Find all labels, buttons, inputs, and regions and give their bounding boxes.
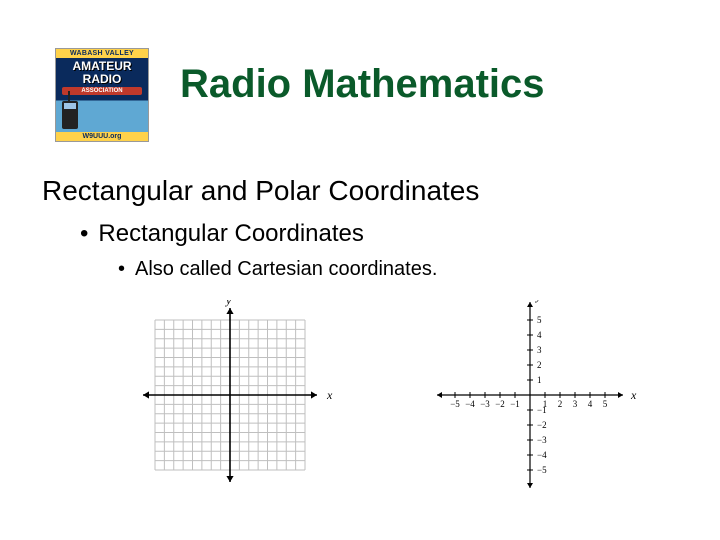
slide-title: Radio Mathematics: [180, 62, 545, 107]
grid-coordinate-plane: xy: [130, 300, 350, 490]
svg-text:1: 1: [537, 375, 542, 385]
radio-icon: [62, 101, 78, 129]
svg-text:−4: −4: [465, 399, 475, 409]
bullet-level-2: • Also called Cartesian coordinates.: [118, 258, 437, 281]
svg-text:−3: −3: [537, 435, 547, 445]
svg-text:−1: −1: [510, 399, 520, 409]
svg-text:3: 3: [537, 345, 542, 355]
svg-text:4: 4: [537, 330, 542, 340]
svg-text:−3: −3: [480, 399, 490, 409]
svg-text:y: y: [535, 300, 542, 303]
logo-top-text: WABASH VALLEY: [56, 49, 148, 58]
bullet-1-text: Rectangular Coordinates: [98, 220, 364, 247]
svg-text:5: 5: [603, 399, 608, 409]
logo-main-text: AMATEUR RADIO: [56, 58, 148, 85]
svg-text:x: x: [326, 388, 333, 402]
figures-row: xy −5−5−4−4−3−3−2−2−1−11122334455xy: [130, 300, 660, 490]
svg-text:1: 1: [543, 399, 548, 409]
svg-text:2: 2: [558, 399, 563, 409]
logo-line2: RADIO: [83, 72, 122, 86]
svg-text:−4: −4: [537, 450, 547, 460]
club-logo: WABASH VALLEY AMATEUR RADIO ASSOCIATION …: [55, 48, 149, 142]
bullet-dot-icon: •: [80, 220, 88, 248]
svg-text:3: 3: [573, 399, 578, 409]
logo-callsign: W9UUU.org: [56, 132, 148, 141]
numbered-coordinate-plane: −5−5−4−4−3−3−2−2−1−11122334455xy: [410, 300, 660, 490]
svg-text:−5: −5: [537, 465, 547, 475]
bullet-dot-icon: •: [118, 258, 125, 281]
section-heading: Rectangular and Polar Coordinates: [42, 175, 479, 207]
svg-text:2: 2: [537, 360, 542, 370]
svg-text:y: y: [225, 300, 232, 307]
svg-text:4: 4: [588, 399, 593, 409]
svg-text:x: x: [630, 388, 637, 402]
svg-text:−2: −2: [495, 399, 505, 409]
logo-assoc-text: ASSOCIATION: [62, 87, 142, 95]
bullet-level-1: • Rectangular Coordinates: [80, 220, 364, 248]
bullet-2-text: Also called Cartesian coordinates.: [135, 258, 437, 280]
svg-text:−5: −5: [450, 399, 460, 409]
svg-text:5: 5: [537, 315, 542, 325]
svg-text:−2: −2: [537, 420, 547, 430]
